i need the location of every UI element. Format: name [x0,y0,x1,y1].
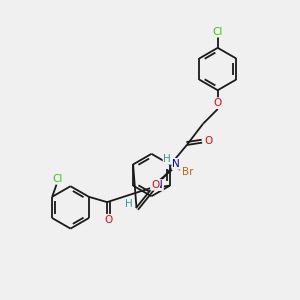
Text: O: O [214,98,222,108]
Text: O: O [104,215,113,225]
Text: Cl: Cl [53,174,63,184]
Text: H: H [164,154,171,164]
Text: Cl: Cl [212,27,223,37]
Text: H: H [125,199,133,209]
Text: N: N [172,159,180,169]
Text: N: N [155,180,163,190]
Text: O: O [205,136,213,146]
Text: O: O [151,180,159,190]
Text: Br: Br [182,167,194,177]
